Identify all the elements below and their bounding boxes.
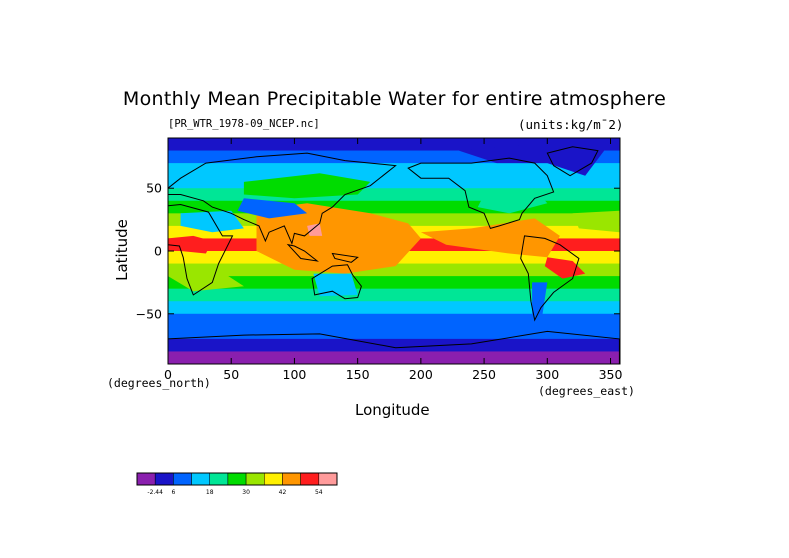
y-tick-label: 50 <box>146 181 162 196</box>
field-region <box>307 223 323 236</box>
x-tick-label: 50 <box>223 367 239 382</box>
field-band <box>168 163 620 177</box>
colorbar-tick-label: 54 <box>315 489 323 496</box>
field-region <box>256 203 421 274</box>
field-region <box>313 273 358 297</box>
colorbar-tick-label: 18 <box>206 489 214 496</box>
field-band <box>168 301 620 315</box>
field-band <box>168 326 620 340</box>
precipitable-water-field <box>168 138 620 364</box>
x-tick-label: 150 <box>346 367 370 382</box>
colorbar-swatch <box>264 472 283 486</box>
colorbar-swatch <box>318 472 338 486</box>
greenland-outline <box>546 146 599 177</box>
x-tick-label: 300 <box>535 367 559 382</box>
north-america-outline <box>407 157 555 230</box>
maritime-continent-b <box>331 252 359 263</box>
chart-title: Monthly Mean Precipitable Water for enti… <box>122 88 667 110</box>
colorbar-swatch <box>282 472 301 486</box>
south-america-outline <box>520 235 580 322</box>
x-axis-title: Longitude <box>355 401 430 419</box>
field-band <box>168 200 620 214</box>
field-band <box>168 276 620 290</box>
field-band <box>168 188 620 202</box>
colorbar-swatch <box>300 472 320 486</box>
field-region <box>458 143 605 176</box>
y-tick-label: −50 <box>136 306 162 321</box>
colorbar-tick-label: 42 <box>279 489 287 496</box>
maritime-continent-a <box>286 243 319 262</box>
field-band <box>168 175 620 189</box>
field-band <box>168 313 620 327</box>
field-region <box>572 210 620 233</box>
field-band <box>168 288 620 302</box>
field-band <box>168 338 620 352</box>
colorbar-swatch <box>136 472 156 486</box>
x-tick-label: 200 <box>409 367 433 382</box>
y-axis-title: Latitude <box>113 219 131 281</box>
colorbar-swatch <box>173 472 192 486</box>
colorbar-frame <box>136 472 338 486</box>
colorbar: -2.44 6 18 30 42 54 <box>136 472 338 496</box>
field-region <box>237 198 308 219</box>
field-region <box>180 210 244 233</box>
x-axis-unit-label-secondary: (degrees_east) <box>538 384 635 398</box>
colorbar-swatch <box>154 472 174 486</box>
field-region <box>168 235 213 254</box>
australia-outline <box>311 264 362 300</box>
colorbar-tick-label: 6 <box>171 489 175 496</box>
colorbar-tick-label: -2.44 <box>147 489 163 496</box>
x-tick-label: 100 <box>283 367 307 382</box>
x-tick-label: 0 <box>164 367 172 382</box>
antarctica-outline <box>168 330 620 364</box>
colorbar-swatch <box>227 472 247 486</box>
colorbar-swatch <box>245 472 265 486</box>
colorbar-swatch <box>209 472 229 486</box>
coastlines <box>168 146 620 364</box>
axis-ticks: 0 50 100 150 200 250 300 350 50 0 −50 <box>136 138 623 382</box>
field-band <box>168 351 620 364</box>
y-tick-label: 0 <box>154 244 162 259</box>
field-region <box>544 257 586 279</box>
field-region <box>532 282 548 317</box>
x-axis-unit-label: (degrees_north) <box>107 376 211 390</box>
field-band <box>168 263 620 277</box>
eurasia-outline <box>168 152 397 246</box>
field-region <box>243 173 371 199</box>
field-region <box>477 188 548 214</box>
colorbar-tick-label: 30 <box>242 489 250 496</box>
field-region <box>420 218 560 258</box>
x-tick-label: 250 <box>472 367 496 382</box>
source-file-label: [PR_WTR_1978-09_NCEP.nc] <box>168 118 320 130</box>
field-region <box>168 269 244 292</box>
x-tick-label: 350 <box>599 367 623 382</box>
units-label: (units:kg/m¯2) <box>518 117 624 132</box>
africa-outline <box>168 203 234 296</box>
colorbar-swatch <box>191 472 210 486</box>
